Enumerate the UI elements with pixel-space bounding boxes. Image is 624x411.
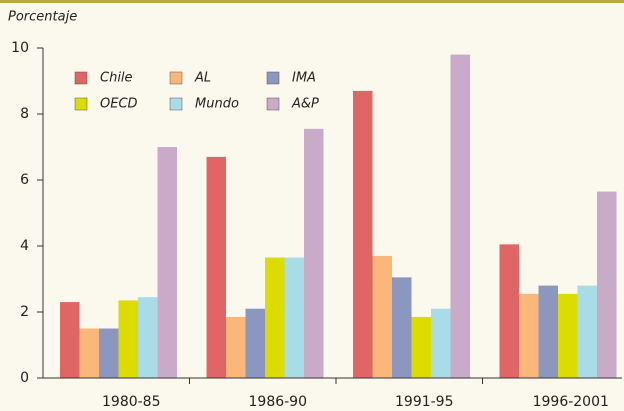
legend-swatch [169,97,183,111]
legend-label: AL [194,71,211,86]
x-tick-label: 1996-2001 [533,394,609,410]
bar [265,257,285,378]
bar [392,277,412,378]
legend-label: OECD [100,97,138,112]
y-tick-label: 6 [20,172,29,188]
bar [499,244,519,378]
legend-swatch [266,71,280,85]
bar [284,257,304,378]
legend-label: IMA [292,71,316,86]
y-tick-label: 2 [20,304,29,320]
bar [138,297,158,378]
bar [353,90,373,379]
y-tick-label: 4 [20,238,29,254]
x-tick-label: 1991-95 [395,394,454,410]
bar [79,328,99,378]
bar [157,147,177,378]
legend-swatch [74,97,88,111]
y-axis-label: Porcentaje [8,10,77,25]
bar [411,316,431,378]
bar [431,308,451,378]
bar [577,285,597,378]
bar [226,316,246,378]
bar [597,191,617,378]
legend-label: Mundo [195,97,239,112]
y-tick-label: 0 [20,370,29,386]
legend-label: Chile [100,71,133,86]
bar [60,302,80,378]
y-tick-label: 10 [11,40,29,56]
legend-swatch [74,71,88,85]
bar [450,54,470,378]
top-border [0,0,624,3]
bar [538,285,558,378]
x-tick-label: 1980-85 [102,394,161,410]
legend-swatch [266,97,280,111]
legend-swatch [169,71,183,85]
bar [245,308,265,378]
x-tick-label: 1986-90 [249,394,308,410]
bar [206,156,226,378]
bar [558,293,578,378]
y-tick-label: 8 [20,106,29,122]
bar [99,328,119,378]
bar [118,300,138,378]
bar [304,128,324,378]
bar [519,293,539,378]
bar [372,255,392,378]
legend-label: A&P [291,97,319,112]
